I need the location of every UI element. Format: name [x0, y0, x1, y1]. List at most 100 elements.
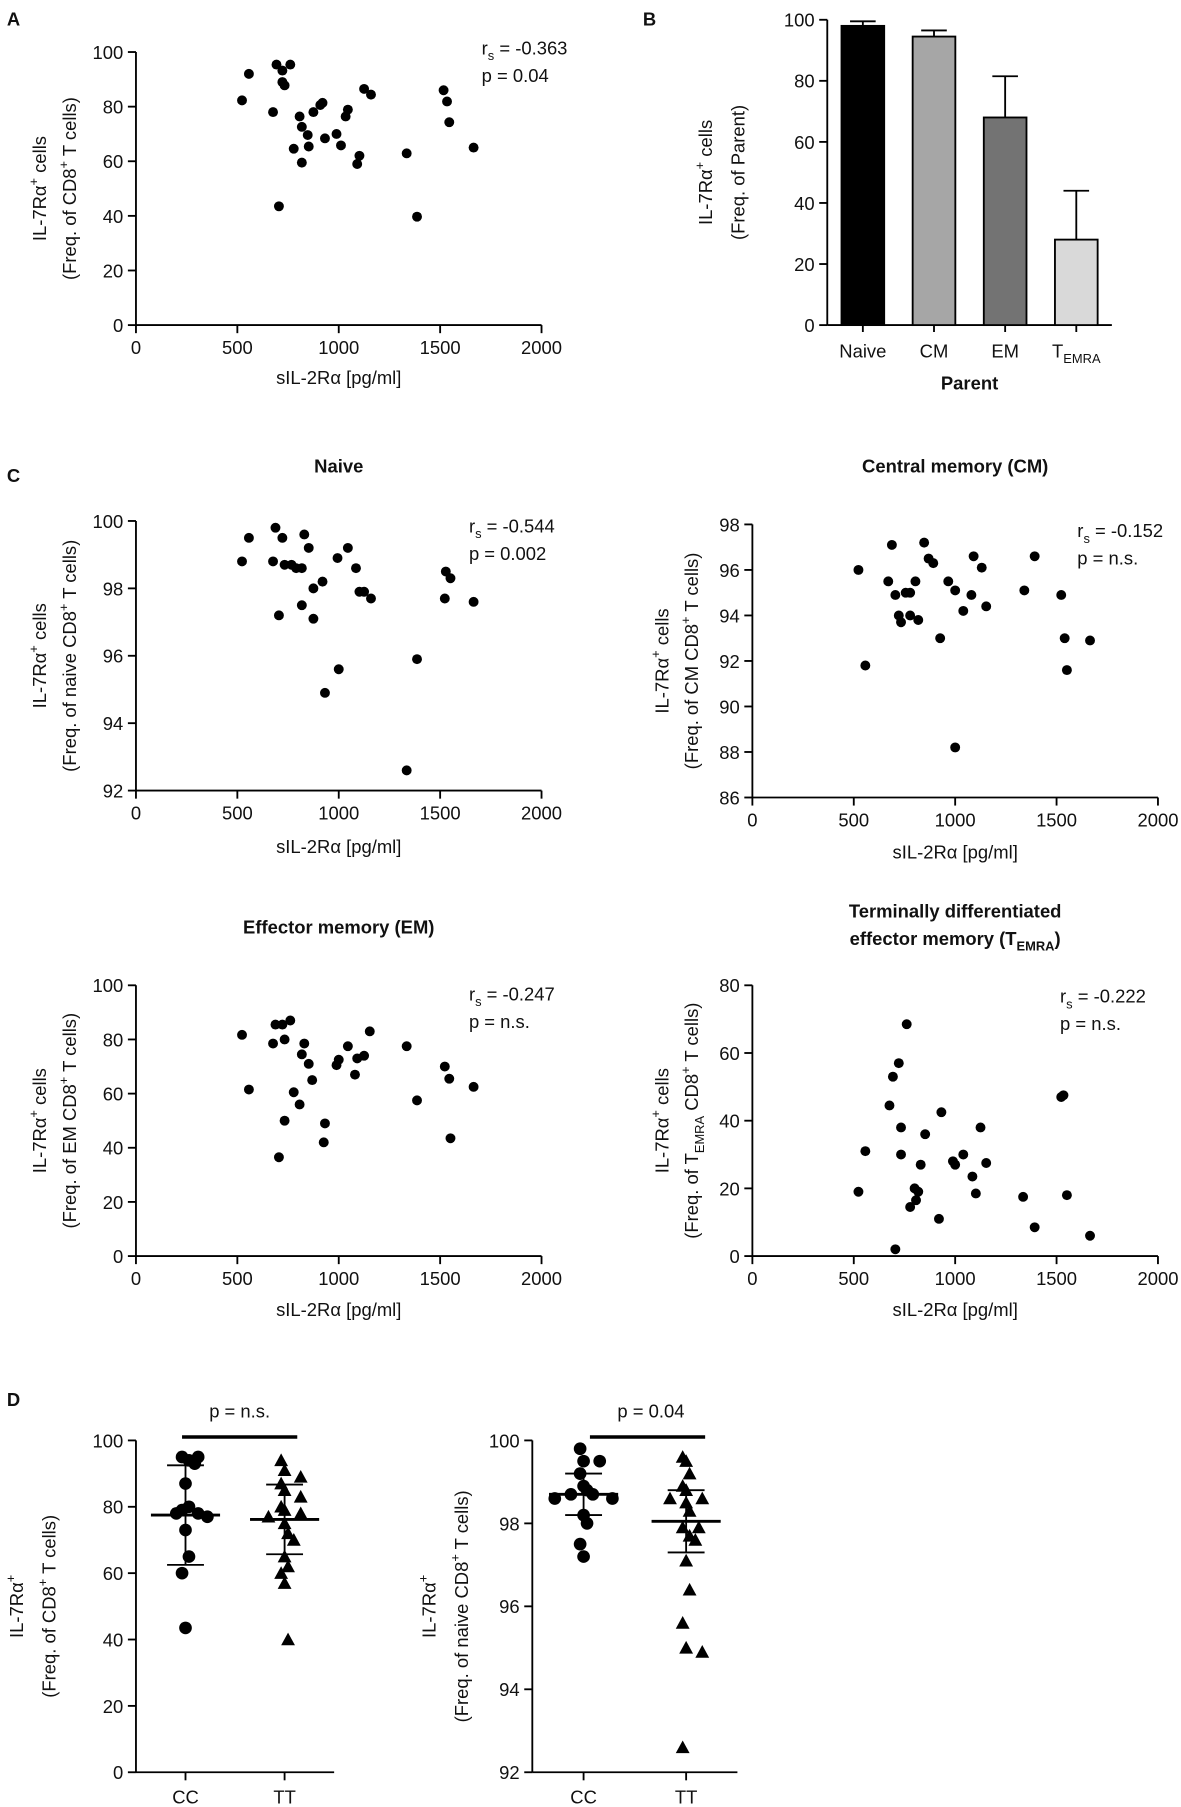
y-tick-label: 0	[113, 315, 123, 336]
y-tick-label: 40	[794, 193, 814, 214]
point	[336, 140, 346, 151]
point	[296, 1049, 307, 1060]
x-tick-label: 1000	[318, 337, 359, 358]
y-tick-label: 60	[719, 1043, 740, 1064]
point	[1059, 633, 1070, 644]
text-segment: = -0.152	[1090, 520, 1163, 541]
x-tick-label: 2000	[521, 1268, 562, 1289]
y-tick-label: 100	[93, 511, 124, 532]
text-segment: +	[26, 178, 41, 186]
panel-letter: C	[7, 465, 20, 486]
y-tick-label: 60	[103, 1084, 124, 1105]
x-tick-label: 1000	[318, 802, 359, 823]
point	[315, 100, 326, 110]
text-segment: (Freq. of CD8	[59, 168, 80, 280]
point	[853, 564, 864, 575]
x-tick-label: 500	[838, 809, 869, 830]
point	[320, 687, 330, 698]
panel-letter: D	[7, 1389, 20, 1410]
point	[296, 600, 307, 611]
point	[293, 1470, 308, 1483]
y-tick-label: 96	[719, 560, 740, 581]
text-segment: +	[678, 1066, 693, 1074]
y-axis-label: IL-7Rα+ cells	[648, 1068, 672, 1173]
point	[1056, 590, 1067, 600]
point	[201, 1510, 214, 1524]
x-tick-label: 2000	[1137, 809, 1178, 830]
point	[853, 1186, 864, 1197]
point	[302, 130, 313, 140]
text-segment: +	[56, 604, 71, 612]
point	[299, 529, 310, 540]
point	[268, 107, 278, 118]
y-axis-label: IL-7Rα+	[415, 1575, 439, 1638]
point	[359, 1050, 370, 1061]
point	[1058, 1090, 1069, 1101]
text-segment: EMRA	[692, 1116, 707, 1154]
annotation: rs = -0.152	[1077, 520, 1163, 546]
point	[950, 1159, 961, 1170]
point	[860, 660, 871, 671]
x-tick-label: 1500	[1036, 1268, 1077, 1289]
text-segment: = -0.247	[482, 983, 555, 1004]
y-tick-label: 96	[103, 646, 124, 667]
text-segment: r	[469, 983, 475, 1004]
point	[243, 68, 254, 79]
point	[342, 1041, 353, 1052]
y-tick-label: 94	[103, 713, 124, 734]
point	[294, 1099, 305, 1110]
annotation: p = n.s.	[209, 1400, 270, 1421]
annotation: p = n.s.	[469, 1011, 530, 1032]
point	[675, 1740, 690, 1754]
point	[331, 128, 342, 139]
point	[860, 1146, 871, 1157]
annotation: p = 0.04	[617, 1400, 684, 1421]
point	[277, 532, 288, 543]
y-tick-label: 80	[719, 975, 740, 996]
point	[303, 1058, 314, 1069]
point	[285, 59, 296, 70]
text-segment: +	[26, 1110, 41, 1118]
point	[273, 610, 284, 621]
point	[281, 1632, 295, 1646]
y-tick-label: 60	[103, 151, 124, 172]
x-tick-label: 2000	[521, 337, 562, 358]
point	[277, 65, 288, 76]
text-segment: s	[1066, 996, 1072, 1011]
point	[237, 95, 247, 106]
point	[401, 765, 412, 776]
x-tick-label: 500	[222, 1268, 253, 1289]
point	[445, 573, 456, 584]
text-segment: r	[1060, 986, 1066, 1007]
point	[573, 1537, 587, 1551]
point	[905, 1202, 916, 1212]
point	[175, 1566, 189, 1580]
point	[237, 1029, 247, 1040]
y-tick-label: 98	[719, 514, 740, 535]
y-tick-label: 94	[499, 1679, 519, 1700]
point	[695, 1491, 710, 1505]
point	[444, 117, 455, 128]
point	[577, 1550, 590, 1563]
text-segment: cells	[29, 136, 50, 178]
point	[915, 1159, 926, 1170]
text-segment: = -0.363	[494, 37, 567, 58]
point	[350, 1069, 360, 1080]
annotation: p = 0.002	[469, 543, 546, 564]
text-segment: IL-7Rα	[651, 658, 672, 714]
point	[679, 1640, 694, 1654]
point	[293, 1506, 308, 1520]
point	[333, 664, 344, 675]
point	[288, 143, 299, 154]
point	[279, 559, 290, 570]
y-tick-label: 92	[499, 1762, 519, 1783]
y-tick-label: 40	[103, 206, 124, 227]
panel-letter: B	[643, 9, 656, 30]
text-segment: r	[469, 515, 475, 536]
point	[958, 605, 969, 616]
point	[273, 201, 284, 212]
point	[296, 563, 307, 574]
point	[285, 1015, 296, 1026]
point	[679, 1454, 694, 1467]
x-tick-label: 500	[222, 337, 253, 358]
